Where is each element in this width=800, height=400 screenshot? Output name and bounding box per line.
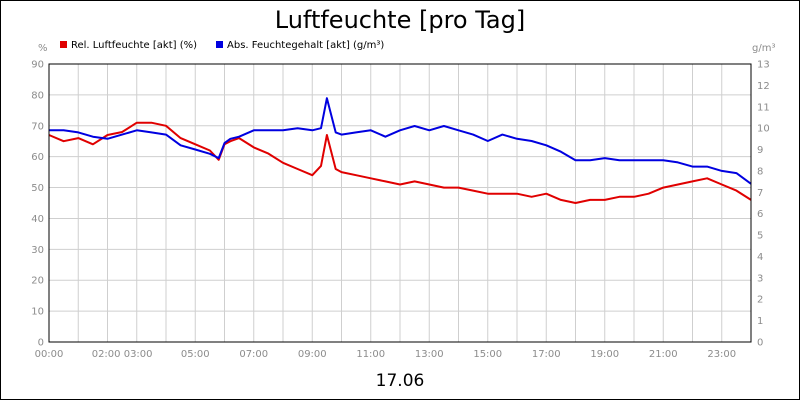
left-y-tick-label: 40	[31, 214, 44, 225]
x-axis: 00:00 02:00 03:00 05:00 07:00 09:00 11:00 13:0…	[35, 349, 737, 360]
x-tick-label: 09:00	[298, 349, 327, 360]
left-y-tick-label: 10	[31, 307, 44, 318]
x-tick-label: 05:00	[181, 349, 210, 360]
x-tick-label: 19:00	[590, 349, 619, 360]
right-y-tick-label: 4	[757, 252, 763, 263]
left-y-tick-label: 0	[38, 338, 44, 349]
right-y-tick-label: 12	[757, 81, 770, 92]
right-y-tick-label: 3	[757, 273, 763, 284]
right-y-tick-label: 6	[757, 209, 763, 220]
series-layer	[48, 97, 752, 204]
right-y-tick-label: 8	[757, 166, 763, 177]
right-y-tick-label: 0	[757, 338, 763, 349]
right-y-tick-label: 10	[757, 124, 770, 135]
right-y-tick-label: 11	[757, 102, 770, 113]
legend-swatch-rel-humidity	[60, 41, 67, 48]
right-y-tick-label: 5	[757, 231, 763, 242]
left-y-tick-label: 70	[31, 121, 44, 132]
date-label: 17.06	[376, 371, 425, 391]
right-y-tick-label: 9	[757, 145, 763, 156]
chart-title: Luftfeuchte [pro Tag]	[275, 6, 525, 34]
left-y-tick-label: 90	[31, 60, 44, 71]
x-tick-label: 11:00	[356, 349, 385, 360]
series-line-rel-humidity	[48, 121, 752, 204]
left-y-tick-label: 80	[31, 90, 44, 101]
right-y-tick-label: 7	[757, 188, 763, 199]
legend-label-rel-humidity: Rel. Luftfeuchte [akt] (%)	[71, 40, 197, 51]
plot-area-border	[48, 63, 752, 343]
left-y-tick-label: 50	[31, 183, 44, 194]
x-tick-label: 02:00 03:00	[92, 349, 153, 360]
legend-swatch-abs-humidity	[216, 41, 223, 48]
x-tick-label: 21:00	[649, 349, 678, 360]
left-y-tick-label: 20	[31, 276, 44, 287]
legend-label-abs-humidity: Abs. Feuchtegehalt [akt] (g/m³)	[227, 40, 384, 51]
x-tick-label: 17:00	[532, 349, 561, 360]
right-y-tick-label: 1	[757, 316, 763, 327]
x-tick-label: 07:00	[239, 349, 268, 360]
legend: Rel. Luftfeuchte [akt] (%) Abs. Feuchteg…	[60, 40, 384, 51]
x-tick-label: 15:00	[473, 349, 502, 360]
x-tick-label: 23:00	[707, 349, 736, 360]
grid	[48, 63, 752, 343]
left-y-tick-label: 30	[31, 245, 44, 256]
left-axis-unit: %	[38, 43, 48, 54]
x-tick-label: 13:00	[415, 349, 444, 360]
left-y-axis: 0 10 20 30 40 50 60 70 80 90	[31, 60, 44, 349]
x-tick-label: 00:00	[35, 349, 64, 360]
left-y-tick-label: 60	[31, 152, 44, 163]
right-y-tick-label: 13	[757, 60, 770, 71]
series-line-abs-humidity	[49, 97, 752, 185]
right-axis-unit: g/m³	[752, 43, 775, 54]
right-y-tick-label: 2	[757, 295, 763, 306]
